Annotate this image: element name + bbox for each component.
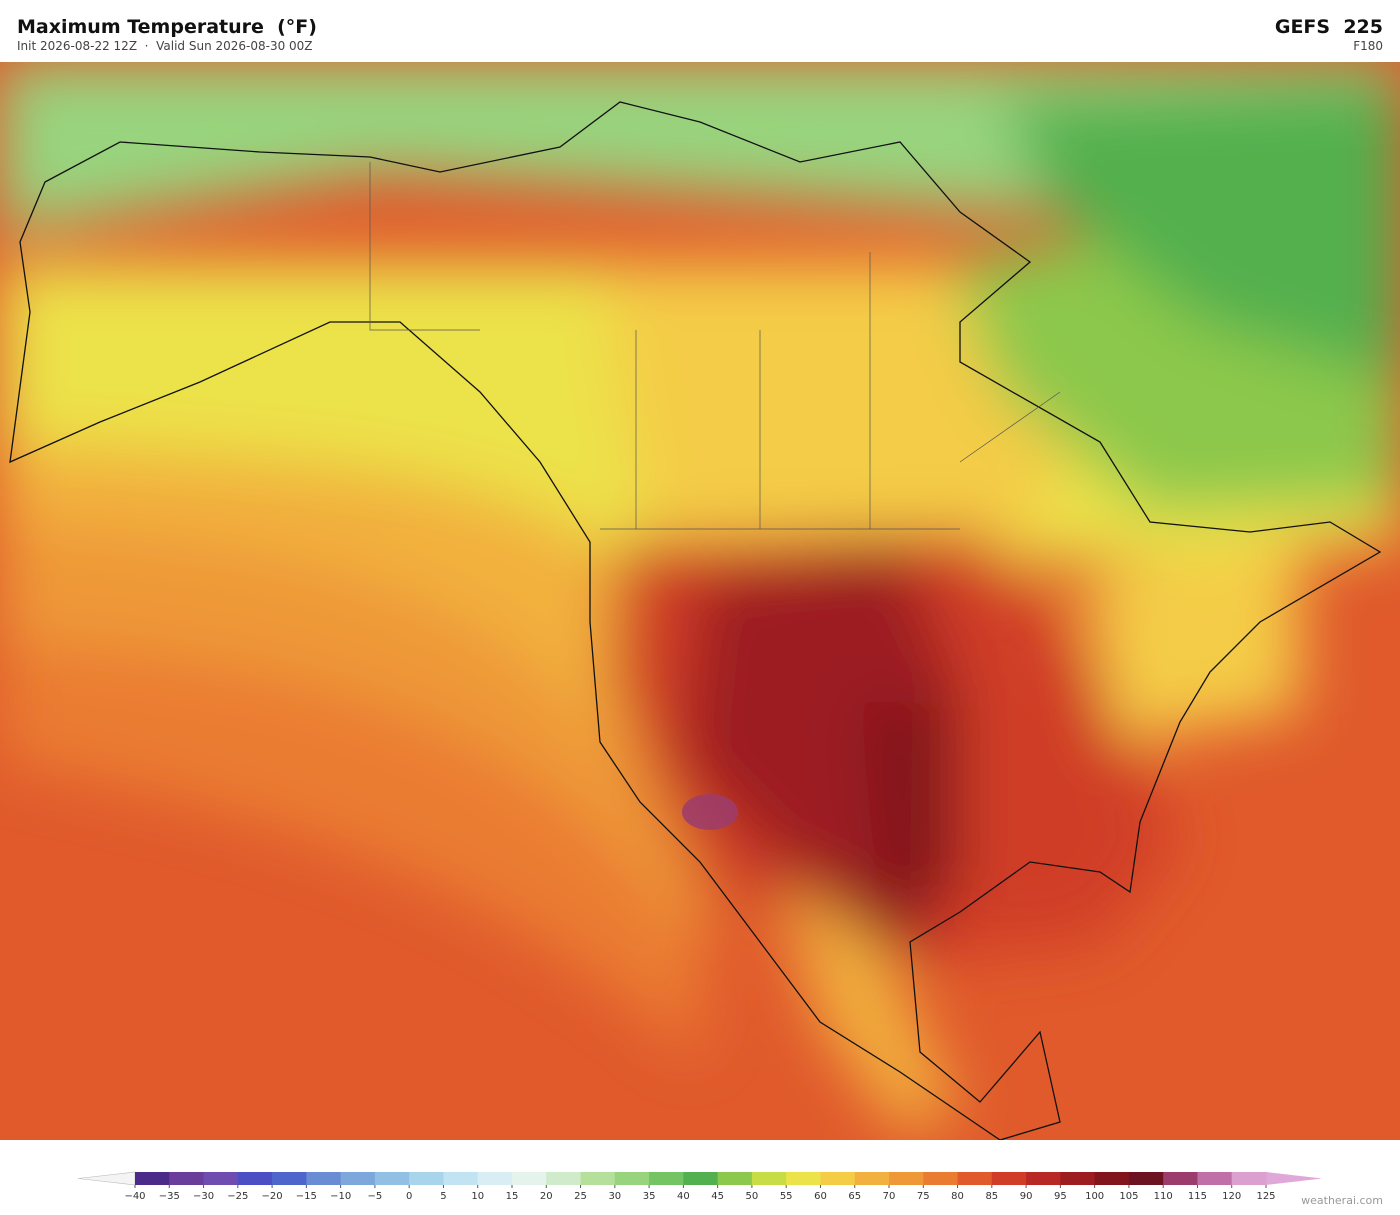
colorbar-tick-label: 0 — [406, 1191, 412, 1202]
colorbar-tick-label: 105 — [1119, 1191, 1138, 1202]
colorbar-tick-label: 115 — [1188, 1191, 1207, 1202]
coastline — [9, 101, 1382, 1140]
colorbar-tick-label: 60 — [814, 1191, 827, 1202]
colorbar-tick-label: 70 — [883, 1191, 896, 1202]
colorbar-tick-label: −25 — [227, 1191, 248, 1202]
colorbar-segment — [717, 1172, 753, 1185]
colorbar-segment — [991, 1172, 1027, 1185]
colorbar-tick-label: 55 — [780, 1191, 793, 1202]
map — [0, 62, 1400, 1140]
colorbar-segment — [1128, 1172, 1164, 1185]
watermark: weatherai.com — [1301, 1194, 1383, 1207]
colorbar-tick-label: 5 — [440, 1191, 446, 1202]
colorbar-segment — [374, 1172, 410, 1185]
colorbar-segment — [854, 1172, 890, 1185]
colorbar-segment — [751, 1172, 787, 1185]
colorbar-segment — [614, 1172, 650, 1185]
colorbar-segment — [135, 1172, 170, 1185]
colorbar-tick-label: 80 — [951, 1191, 964, 1202]
colorbar-segment — [649, 1172, 684, 1185]
colorbar-tick-label: 10 — [471, 1191, 484, 1202]
borders — [369, 162, 1061, 530]
colorbar-segment — [237, 1172, 273, 1185]
colorbar-segment — [786, 1172, 821, 1185]
model: GEFS 225 — [1274, 16, 1383, 38]
colorbar-segment — [1231, 1172, 1267, 1185]
colorbar-segment — [1060, 1172, 1096, 1185]
colorbar-tick-label: −5 — [368, 1191, 383, 1202]
colorbar-tick-label: 85 — [985, 1191, 998, 1202]
colorbar-tick-label: 25 — [574, 1191, 587, 1202]
colorbar-tick-label: 100 — [1085, 1191, 1104, 1202]
colorbar-tick-label: 125 — [1256, 1191, 1275, 1202]
colorbar-segment — [272, 1172, 307, 1185]
colorbar-tick-label: −35 — [159, 1191, 180, 1202]
colorbar-tick-label: 30 — [608, 1191, 621, 1202]
colorbar-segment — [477, 1172, 513, 1185]
colorbar: −40 −35 −30 −25 −20 −15 −10 −5 0 5 10 15 20 25 30 35 40 4… — [77, 1171, 1322, 1202]
colorbar-tick-label: 95 — [1054, 1191, 1067, 1202]
colorbar-tick-label: 20 — [540, 1191, 553, 1202]
colorbar-tick-label: 110 — [1154, 1191, 1173, 1202]
colorbar-tick-label: 50 — [746, 1191, 759, 1202]
colorbar-segment — [683, 1172, 719, 1185]
colorbar-segment — [443, 1172, 479, 1185]
title: Maximum Temperature (°F) — [17, 16, 317, 38]
colorbar-tick-label: 120 — [1222, 1191, 1241, 1202]
hot-spot — [682, 794, 738, 830]
colorbar-tick-label: −20 — [262, 1191, 283, 1202]
colorbar-tick-label: 65 — [848, 1191, 861, 1202]
colorbar-tick-label: 40 — [677, 1191, 690, 1202]
colorbar-segment — [409, 1172, 444, 1185]
colorbar-tick-label: −10 — [330, 1191, 351, 1202]
colorbar-segment — [546, 1172, 582, 1185]
colorbar-tick-label: 35 — [643, 1191, 656, 1202]
colorbar-segment — [1163, 1172, 1198, 1185]
colorbar-tick-label: 75 — [917, 1191, 930, 1202]
colorbar-segment — [820, 1172, 856, 1185]
colorbar-segment — [957, 1172, 993, 1185]
colorbar-segment — [340, 1172, 376, 1185]
temperature-field — [0, 62, 1400, 1132]
colorbar-segment — [889, 1172, 924, 1185]
subtitle: Init 2026-08-22 12Z · Valid Sun 2026-08-… — [17, 39, 313, 53]
colorbar-over — [1266, 1172, 1322, 1185]
colorbar-tick-label: −30 — [193, 1191, 214, 1202]
colorbar-tick-label: 90 — [1020, 1191, 1033, 1202]
colorbar-segment — [306, 1172, 342, 1185]
colorbar-under — [77, 1171, 136, 1186]
colorbar-tick-label: −15 — [296, 1191, 317, 1202]
colorbar-segment — [512, 1172, 547, 1185]
colorbar-segment — [1094, 1172, 1130, 1185]
colorbar-segment — [169, 1172, 205, 1185]
colorbar-segment — [1026, 1172, 1061, 1185]
colorbar-segment — [580, 1172, 616, 1185]
forecast-hour: F180 — [1353, 39, 1383, 53]
colorbar-tick-label: 45 — [711, 1191, 724, 1202]
colorbar-tick-label: −40 — [124, 1191, 145, 1202]
colorbar-segment — [923, 1172, 959, 1185]
colorbar-segment — [1197, 1172, 1233, 1185]
colorbar-segment — [203, 1172, 239, 1185]
colorbar-tick-label: 15 — [506, 1191, 519, 1202]
